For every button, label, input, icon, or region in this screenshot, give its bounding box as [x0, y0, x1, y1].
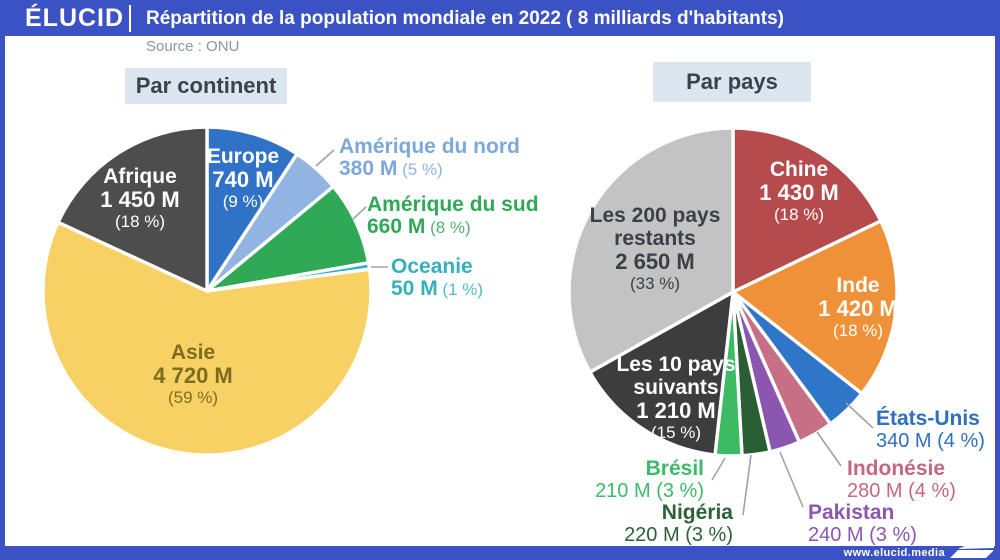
elucid-logo: ÉLUCID — [25, 4, 125, 32]
pie-label-inde: Inde 1 420 M (18 %) — [818, 274, 898, 340]
leader-line-etats-unis — [845, 402, 874, 429]
leader-line-nigeria — [742, 454, 752, 516]
pie-slice-les-10-pays-suivants — [587, 288, 736, 457]
pie-slice-les-200-pays-restants — [567, 126, 735, 375]
source-note: Source : ONU — [146, 38, 240, 55]
pie-par-continent — [41, 125, 373, 457]
pie-label-etats-unis: États-Unis 340 M (4 %) — [876, 407, 985, 453]
section-label-par-pays: Par pays — [653, 62, 811, 102]
pie-slice-chine — [731, 126, 884, 295]
pie-label-pakistan: Pakistan 240 M (3 %) — [808, 501, 917, 547]
pie-label-nigeria: Nigéria 220 M (3 %) — [624, 501, 733, 547]
elucid-arrow-icon — [950, 533, 994, 558]
pie-label-les-200-pays-restants: Les 200 pays restants 2 650 M (33 %) — [589, 204, 721, 293]
pie-par-pays — [567, 126, 899, 458]
leader-line-pakistan — [779, 451, 804, 508]
leader-line-amerique-du-sud — [352, 206, 367, 220]
pie-slice-europe — [205, 125, 300, 297]
pie-label-bresil: Brésil 210 M (3 %) — [595, 457, 704, 503]
pie-slice-inde — [729, 218, 899, 396]
pie-label-amerique-du-sud: Amérique du sud 660 M (8 %) — [367, 193, 539, 238]
header-bar: ÉLUCID Répartition de la population mond… — [0, 0, 1000, 36]
pie-label-les-10-pays-suivants: Les 10 pays suivants 1 210 M (15 %) — [616, 353, 736, 442]
pie-label-indonesie: Indonésie 280 M (4 %) — [847, 457, 956, 503]
footer-bar — [0, 546, 1000, 560]
pie-label-amerique-du-nord: Amérique du nord 380 M (5 %) — [339, 135, 520, 180]
pie-label-asie: Asie 4 720 M (59 %) — [153, 341, 233, 407]
section-label-par-continent: Par continent — [125, 68, 287, 104]
pie-label-afrique: Afrique 1 450 M (18 %) — [100, 165, 180, 231]
pie-slice-afrique — [55, 125, 209, 294]
leader-line-indonesie — [816, 431, 842, 467]
pie-label-europe: Europe 740 M (9 %) — [206, 145, 280, 211]
pie-label-oceanie: Oceanie 50 M (1 %) — [391, 255, 484, 300]
leader-line-amerique-du-nord — [315, 149, 335, 167]
pie-slice-asie — [41, 220, 373, 457]
pie-label-chine: Chine 1 430 M (18 %) — [759, 158, 839, 224]
footer-rule — [846, 544, 948, 546]
leader-line-bresil — [711, 457, 726, 481]
right-border — [995, 0, 1000, 560]
left-border — [0, 0, 5, 560]
page-title: Répartition de la population mondiale en… — [146, 8, 784, 29]
logo-separator — [129, 5, 131, 32]
footer-url: www.elucid.media — [843, 547, 945, 559]
